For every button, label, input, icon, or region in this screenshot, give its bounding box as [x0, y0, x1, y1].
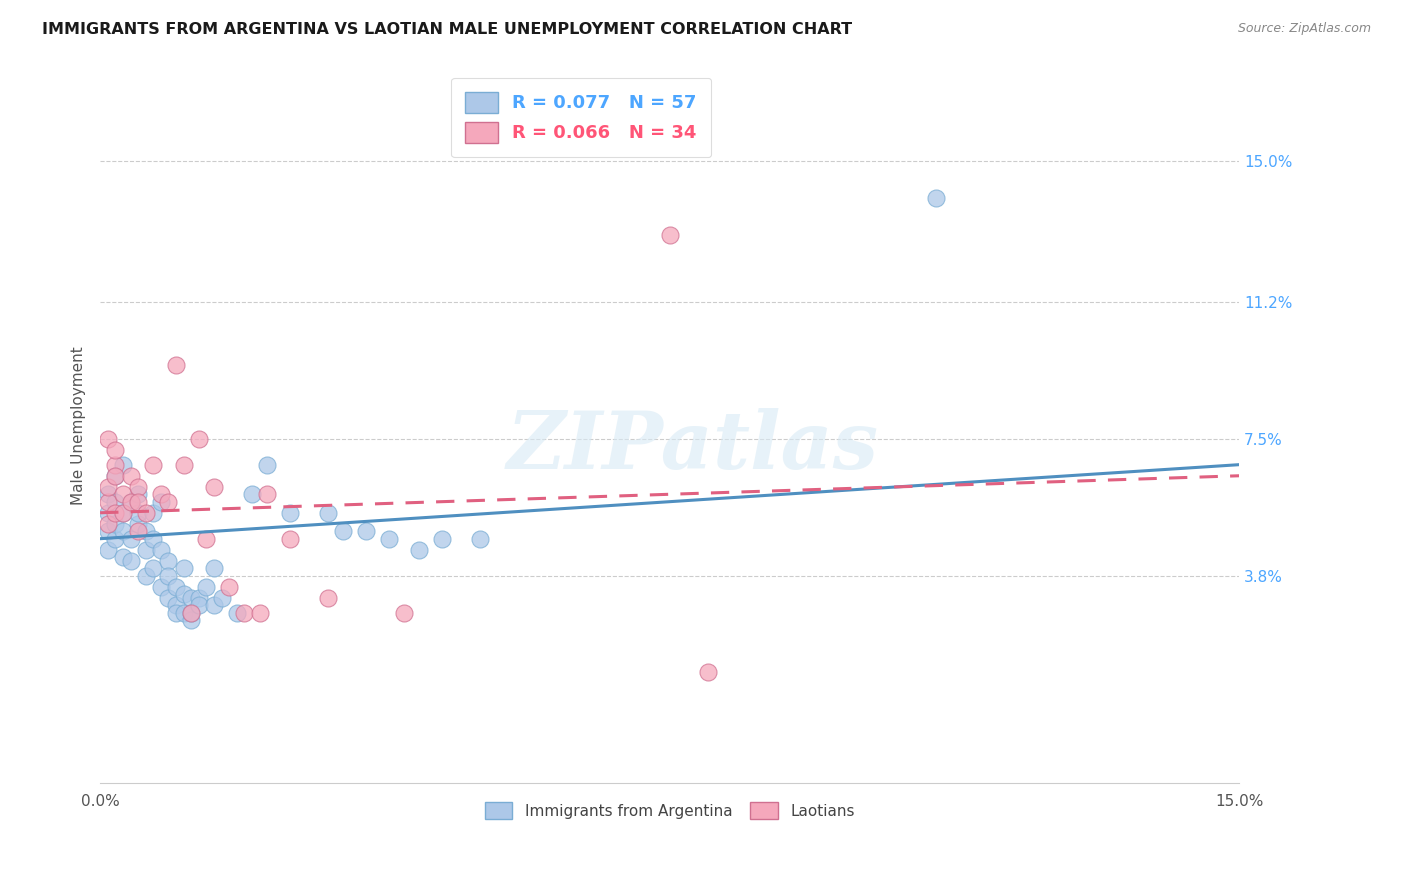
Point: [127, 506, 149, 520]
Point: [430, 532, 453, 546]
Point: [408, 542, 430, 557]
Point: [135, 568, 157, 582]
Point: [173, 606, 195, 620]
Point: [120, 494, 142, 508]
Point: [202, 599, 225, 613]
Point: [104, 468, 127, 483]
Point: [149, 580, 172, 594]
Point: [187, 599, 209, 613]
Point: [111, 524, 134, 539]
Point: [157, 591, 180, 605]
Point: [202, 561, 225, 575]
Text: ZIPatlas: ZIPatlas: [506, 409, 879, 486]
Point: [142, 506, 165, 520]
Point: [120, 468, 142, 483]
Point: [157, 568, 180, 582]
Point: [142, 532, 165, 546]
Point: [104, 494, 127, 508]
Point: [97, 480, 120, 494]
Point: [104, 506, 127, 520]
Point: [225, 606, 247, 620]
Y-axis label: Male Unemployment: Male Unemployment: [72, 346, 86, 505]
Point: [97, 542, 120, 557]
Point: [316, 506, 339, 520]
Point: [211, 591, 233, 605]
Point: [658, 228, 681, 243]
Point: [135, 524, 157, 539]
Point: [165, 580, 187, 594]
Point: [218, 580, 240, 594]
Point: [142, 458, 165, 472]
Point: [165, 606, 187, 620]
Point: [249, 606, 271, 620]
Point: [165, 599, 187, 613]
Text: Source: ZipAtlas.com: Source: ZipAtlas.com: [1237, 22, 1371, 36]
Point: [149, 494, 172, 508]
Point: [202, 480, 225, 494]
Point: [187, 591, 209, 605]
Point: [127, 516, 149, 531]
Point: [354, 524, 377, 539]
Point: [142, 561, 165, 575]
Point: [120, 494, 142, 508]
Legend: Immigrants from Argentina, Laotians: Immigrants from Argentina, Laotians: [478, 796, 860, 825]
Point: [195, 532, 218, 546]
Point: [233, 606, 256, 620]
Point: [392, 606, 415, 620]
Point: [173, 458, 195, 472]
Point: [696, 665, 718, 679]
Point: [104, 442, 127, 457]
Point: [97, 506, 120, 520]
Point: [256, 458, 278, 472]
Point: [97, 524, 120, 539]
Point: [377, 532, 399, 546]
Point: [127, 524, 149, 539]
Point: [127, 494, 149, 508]
Point: [924, 191, 946, 205]
Point: [278, 506, 301, 520]
Point: [187, 432, 209, 446]
Point: [240, 487, 263, 501]
Point: [127, 487, 149, 501]
Point: [127, 480, 149, 494]
Point: [173, 587, 195, 601]
Point: [111, 550, 134, 565]
Point: [149, 487, 172, 501]
Point: [180, 613, 202, 627]
Point: [97, 487, 120, 501]
Point: [256, 487, 278, 501]
Text: IMMIGRANTS FROM ARGENTINA VS LAOTIAN MALE UNEMPLOYMENT CORRELATION CHART: IMMIGRANTS FROM ARGENTINA VS LAOTIAN MAL…: [42, 22, 852, 37]
Point: [173, 561, 195, 575]
Point: [180, 606, 202, 620]
Point: [120, 554, 142, 568]
Point: [157, 554, 180, 568]
Point: [111, 506, 134, 520]
Point: [104, 516, 127, 531]
Point: [104, 532, 127, 546]
Point: [316, 591, 339, 605]
Point: [104, 458, 127, 472]
Point: [180, 591, 202, 605]
Point: [104, 468, 127, 483]
Point: [180, 606, 202, 620]
Point: [111, 487, 134, 501]
Point: [97, 494, 120, 508]
Point: [195, 580, 218, 594]
Point: [97, 516, 120, 531]
Point: [111, 506, 134, 520]
Point: [468, 532, 491, 546]
Point: [135, 542, 157, 557]
Point: [111, 458, 134, 472]
Point: [135, 506, 157, 520]
Point: [97, 432, 120, 446]
Point: [278, 532, 301, 546]
Point: [332, 524, 354, 539]
Point: [157, 494, 180, 508]
Point: [149, 542, 172, 557]
Point: [120, 532, 142, 546]
Point: [165, 358, 187, 372]
